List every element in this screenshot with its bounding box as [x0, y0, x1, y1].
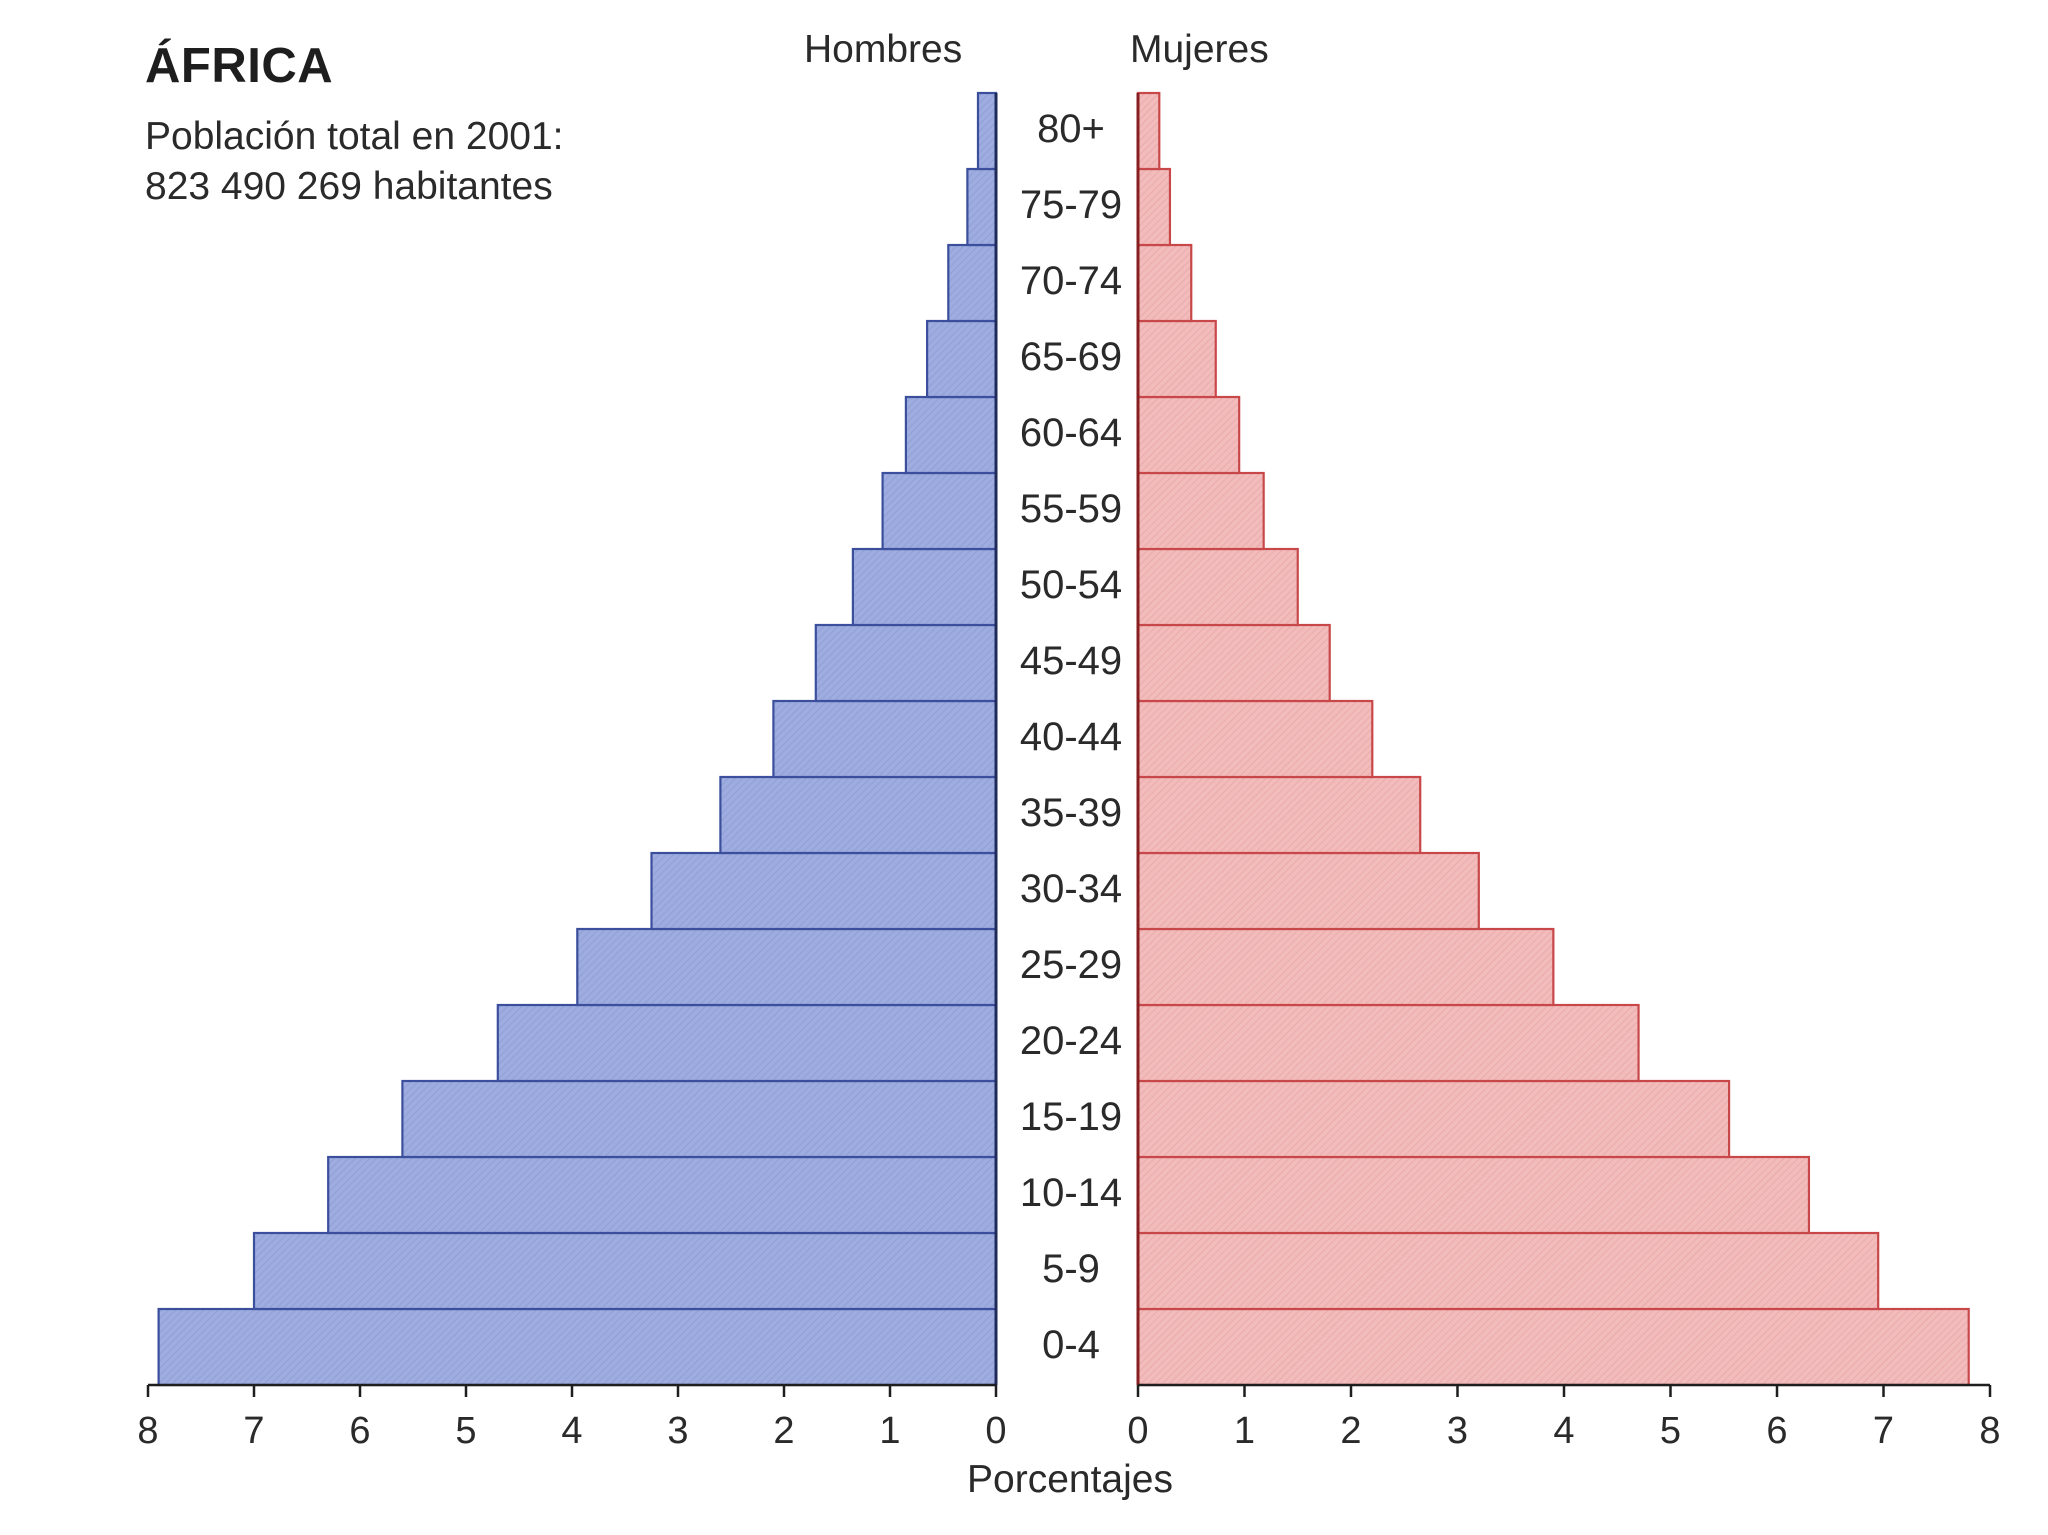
bar-hombres-40-44: [772, 699, 998, 779]
age-label-60-64: 60-64: [1019, 411, 1123, 455]
age-label-40-44: 40-44: [1019, 715, 1123, 759]
age-label-0-4: 0-4: [1042, 1323, 1100, 1367]
tick-label-hombres-6: 6: [349, 1410, 371, 1452]
bar-hombres-60-64: [904, 395, 998, 475]
tick-label-hombres-0: 0: [985, 1410, 1007, 1452]
axes: [146, 93, 1992, 1397]
tick-label-hombres-7: 7: [243, 1410, 265, 1452]
subtitle-line-1: Población total en 2001:: [145, 115, 564, 158]
bar-hombres-55-59: [881, 471, 998, 551]
mujeres-bars: [1136, 91, 1970, 1387]
age-label-25-29: 25-29: [1019, 943, 1123, 987]
tick-label-hombres-5: 5: [455, 1410, 477, 1452]
tick-label-mujeres-2: 2: [1340, 1410, 1362, 1452]
age-label-50-54: 50-54: [1019, 563, 1123, 607]
bar-hombres-50-54: [851, 547, 998, 627]
age-label-45-49: 45-49: [1019, 639, 1123, 683]
age-label-15-19: 15-19: [1019, 1095, 1123, 1139]
age-label-20-24: 20-24: [1019, 1019, 1123, 1063]
bar-mujeres-30-34: [1136, 851, 1480, 931]
age-label-10-14: 10-14: [1019, 1171, 1123, 1215]
age-label-80plus: 80+: [1037, 107, 1105, 151]
tick-label-mujeres-1: 1: [1233, 1410, 1256, 1452]
tick-label-mujeres-3: 3: [1446, 1410, 1469, 1452]
subtitle-line-2: 823 490 269 habitantes: [145, 165, 553, 208]
bar-hombres-5-9: [252, 1231, 998, 1311]
bar-hombres-45-49: [814, 623, 998, 703]
tick-label-hombres-4: 4: [561, 1410, 583, 1452]
bar-mujeres-0-4: [1136, 1307, 1970, 1387]
tick-label-mujeres-4: 4: [1553, 1410, 1575, 1452]
bar-mujeres-65-69: [1136, 319, 1217, 399]
bar-hombres-20-24: [496, 1003, 998, 1083]
bar-mujeres-45-49: [1136, 623, 1331, 703]
tick-label-hombres-2: 2: [773, 1410, 795, 1452]
age-label-70-74: 70-74: [1019, 259, 1123, 303]
bar-mujeres-75-79: [1136, 167, 1172, 247]
bar-hombres-25-29: [576, 927, 998, 1007]
bar-hombres-0-4: [157, 1307, 998, 1387]
bar-hombres-35-39: [719, 775, 998, 855]
age-label-75-79: 75-79: [1019, 183, 1123, 227]
bar-mujeres-50-54: [1136, 547, 1299, 627]
chart-subtitle: Población total en 2001: 823 490 269 hab…: [145, 112, 564, 212]
bar-hombres-70-74: [947, 243, 998, 323]
tick-label-hombres-8: 8: [137, 1410, 159, 1452]
tick-label-mujeres-8: 8: [1979, 1410, 2001, 1452]
age-label-30-34: 30-34: [1019, 867, 1123, 911]
bar-hombres-15-19: [401, 1079, 998, 1159]
tick-label-hombres-1: 1: [879, 1410, 901, 1452]
chart-title: ÁFRICA: [145, 39, 334, 93]
series-label-mujeres: Mujeres: [1130, 28, 1269, 71]
bar-mujeres-70-74: [1136, 243, 1193, 323]
bar-mujeres-40-44: [1136, 699, 1374, 779]
tick-label-mujeres-0: 0: [1127, 1410, 1149, 1452]
bar-hombres-30-34: [650, 851, 998, 931]
bar-mujeres-10-14: [1136, 1155, 1811, 1235]
bar-mujeres-80plus: [1136, 91, 1161, 171]
bar-mujeres-55-59: [1136, 471, 1265, 551]
tick-label-mujeres-5: 5: [1659, 1410, 1682, 1452]
tick-label-mujeres-7: 7: [1872, 1410, 1895, 1452]
x-axis-title: Porcentajes: [967, 1458, 1173, 1501]
age-label-5-9: 5-9: [1042, 1247, 1100, 1291]
bar-hombres-80plus: [976, 91, 998, 171]
age-label-35-39: 35-39: [1019, 791, 1123, 835]
bar-mujeres-15-19: [1136, 1079, 1731, 1159]
tick-label-hombres-3: 3: [667, 1410, 689, 1452]
bar-mujeres-35-39: [1136, 775, 1422, 855]
bar-mujeres-20-24: [1136, 1003, 1640, 1083]
tick-label-mujeres-6: 6: [1766, 1410, 1788, 1452]
bar-hombres-75-79: [966, 167, 998, 247]
series-label-hombres: Hombres: [804, 28, 963, 71]
bar-hombres-10-14: [327, 1155, 998, 1235]
age-label-65-69: 65-69: [1019, 335, 1123, 379]
hombres-bars: [157, 91, 998, 1387]
bar-mujeres-5-9: [1136, 1231, 1880, 1311]
bar-mujeres-60-64: [1136, 395, 1241, 475]
bar-mujeres-25-29: [1136, 927, 1555, 1007]
age-label-55-59: 55-59: [1019, 487, 1123, 531]
bar-hombres-65-69: [925, 319, 998, 399]
